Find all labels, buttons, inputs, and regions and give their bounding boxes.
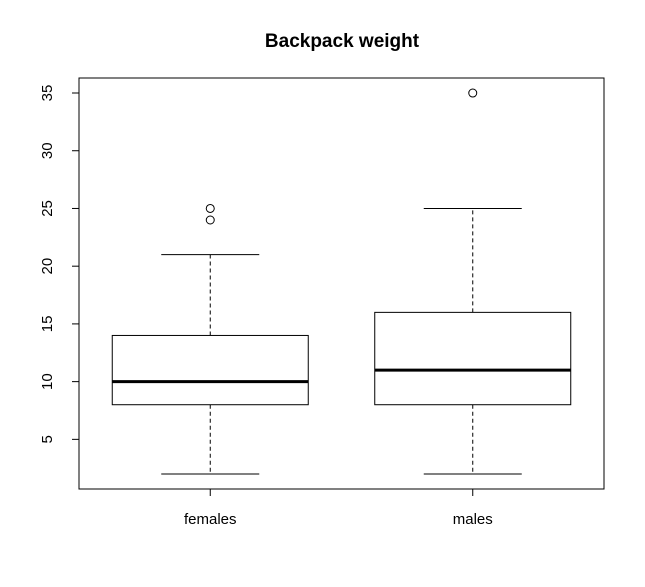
outlier-point bbox=[205, 215, 215, 225]
iqr-box bbox=[111, 334, 309, 406]
chart-title: Backpack weight bbox=[265, 31, 420, 52]
y-tick-label-20: 20 bbox=[39, 258, 56, 275]
x-axis: females males bbox=[184, 488, 493, 528]
plot-frame bbox=[78, 77, 605, 490]
x-tick-label-females: females bbox=[184, 511, 237, 528]
y-tick-label-5: 5 bbox=[39, 435, 56, 443]
x-tick-label-males: males bbox=[453, 511, 493, 528]
y-tick-label-25: 25 bbox=[39, 200, 56, 217]
y-tick-label-10: 10 bbox=[39, 373, 56, 390]
y-tick-label-15: 15 bbox=[39, 316, 56, 333]
outlier-point bbox=[205, 203, 215, 213]
box-females bbox=[111, 203, 309, 475]
iqr-box bbox=[374, 311, 572, 406]
y-tick-label-30: 30 bbox=[39, 142, 56, 159]
y-axis: 5 10 15 20 25 30 35 bbox=[39, 85, 80, 444]
y-tick-label-35: 35 bbox=[39, 85, 56, 102]
box-group bbox=[111, 88, 572, 475]
outlier-point bbox=[468, 88, 478, 98]
box-males bbox=[374, 88, 572, 475]
